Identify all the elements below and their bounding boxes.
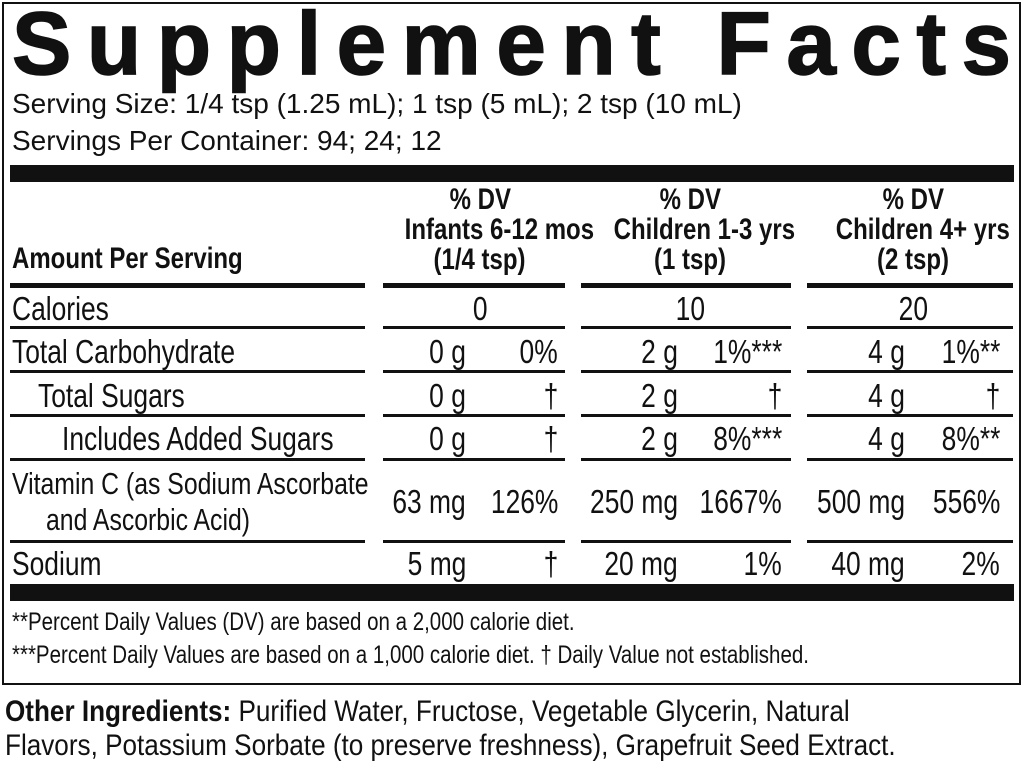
panel-title: Supplement Facts: [11, 0, 1024, 93]
nutrient-name: Total Sugars: [38, 377, 185, 414]
nutrient-amount: 63 mg: [392, 483, 466, 520]
nutrient-daily-value: †: [543, 420, 558, 457]
nutrient-daily-value: 1%**: [941, 333, 1000, 370]
header-divider: [383, 283, 565, 288]
row-divider: [383, 370, 565, 373]
nutrient-daily-value: 8%***: [713, 420, 782, 457]
other-ingredients-line-2: Flavors, Potassium Sorbate (to preserve …: [5, 729, 896, 762]
serving-size: Serving Size: 1/4 tsp (1.25 mL); 1 tsp (…: [12, 88, 742, 119]
header-divider: [581, 283, 791, 288]
row-divider: [10, 414, 365, 417]
nutrient-daily-value: 1%***: [713, 333, 782, 370]
nutrient-daily-value: †: [767, 377, 782, 414]
thick-divider: [10, 165, 1014, 182]
nutrient-amount: 10: [675, 290, 705, 327]
row-divider: [581, 540, 791, 543]
nutrient-amount: 5 mg: [407, 545, 466, 582]
footnote-1000-calorie: ***Percent Daily Values are based on a 1…: [12, 641, 809, 669]
row-divider: [10, 458, 365, 461]
footnote-2000-calorie: **Percent Daily Values (DV) are based on…: [12, 608, 575, 636]
column-header-infants: % DV Infants 6-12 mos (1/4 tsp): [404, 183, 595, 276]
row-divider: [10, 540, 365, 543]
nutrient-daily-value: 556%: [932, 483, 1000, 520]
nutrient-name: Includes Added Sugars: [62, 420, 334, 457]
nutrient-name: Total Carbohydrate: [12, 333, 236, 370]
nutrient-amount: 0 g: [429, 420, 466, 457]
row-divider: [581, 370, 791, 373]
nutrient-daily-value: 8%**: [941, 420, 1000, 457]
header-divider: [10, 283, 365, 288]
nutrient-amount: 500 mg: [816, 483, 905, 520]
nutrient-amount: 4 g: [868, 333, 905, 370]
row-divider: [581, 414, 791, 417]
other-ingredients-label: Other Ingredients:: [5, 695, 232, 728]
nutrient-amount: 2 g: [641, 333, 678, 370]
row-divider: [10, 326, 365, 329]
nutrient-name: Calories: [12, 290, 109, 327]
nutrient-amount: 20: [898, 290, 928, 327]
row-divider: [10, 370, 365, 373]
row-divider: [383, 414, 565, 417]
nutrient-amount: 0: [472, 290, 488, 327]
row-divider: [581, 458, 791, 461]
nutrient-amount: 20 mg: [604, 545, 678, 582]
amount-per-serving-label: Amount Per Serving: [12, 242, 243, 275]
nutrient-amount: 0 g: [429, 377, 466, 414]
column-header-children-4plus: % DV Children 4+ yrs (2 tsp): [835, 183, 1010, 276]
nutrient-daily-value: 1%: [743, 545, 782, 582]
other-ingredients: Other Ingredients: Purified Water, Fruct…: [5, 697, 976, 727]
row-divider: [383, 326, 565, 329]
nutrient-amount: 2 g: [641, 420, 678, 457]
nutrient-daily-value: 126%: [490, 483, 558, 520]
nutrient-daily-value: 1667%: [699, 483, 782, 520]
nutrient-daily-value: 2%: [961, 545, 1000, 582]
nutrient-daily-value: †: [985, 377, 1000, 414]
servings-per-container: Servings Per Container: 94; 24; 12: [12, 125, 442, 156]
nutrient-daily-value: †: [543, 545, 558, 582]
row-divider: [807, 414, 1013, 417]
row-divider: [807, 326, 1013, 329]
nutrient-amount: 250 mg: [589, 483, 678, 520]
nutrient-amount: 4 g: [868, 420, 905, 457]
nutrient-name-continued: and Ascorbic Acid): [46, 502, 251, 537]
thick-divider-bottom: [10, 584, 1014, 601]
row-divider: [383, 458, 565, 461]
nutrient-amount: 0 g: [429, 333, 466, 370]
row-divider: [807, 370, 1013, 373]
header-divider: [807, 283, 1013, 288]
row-divider: [807, 458, 1013, 461]
nutrient-name: Sodium: [12, 545, 102, 582]
nutrient-amount: 4 g: [868, 377, 905, 414]
row-divider: [383, 540, 565, 543]
row-divider: [807, 540, 1013, 543]
supplement-facts-panel: [2, 2, 1021, 685]
row-divider: [581, 326, 791, 329]
nutrient-amount: 40 mg: [831, 545, 905, 582]
nutrient-daily-value: †: [543, 377, 558, 414]
nutrient-amount: 2 g: [641, 377, 678, 414]
nutrient-daily-value: 0%: [519, 333, 558, 370]
nutrient-name: Vitamin C (as Sodium Ascorbate: [12, 466, 369, 501]
column-header-children-1-3: % DV Children 1-3 yrs (1 tsp): [613, 183, 796, 276]
other-ingredients-line-1: Purified Water, Fructose, Vegetable Glyc…: [231, 695, 850, 728]
